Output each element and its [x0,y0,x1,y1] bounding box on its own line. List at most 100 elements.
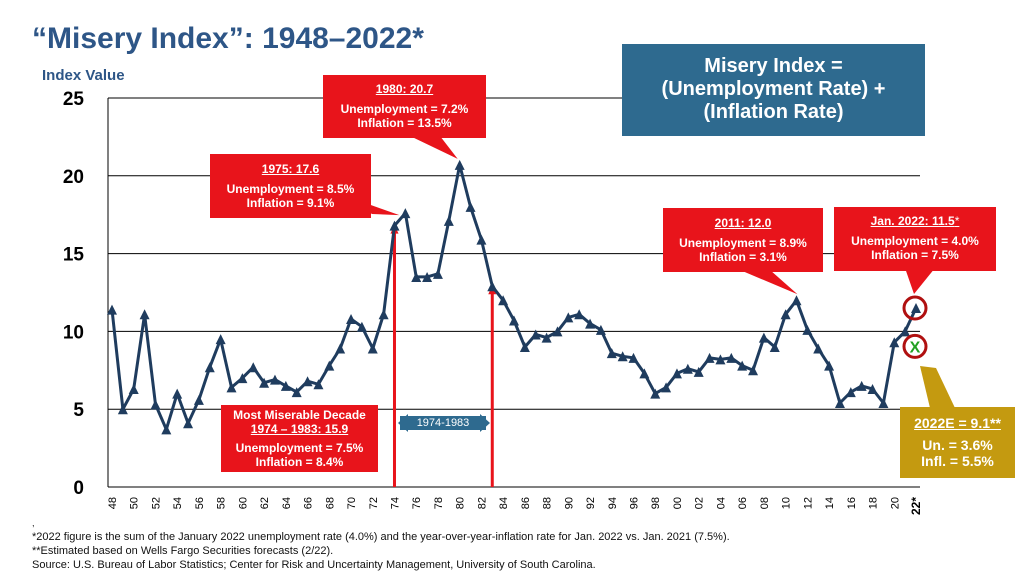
point-1952 [150,399,161,410]
point-1960 [237,373,248,384]
point-1972 [367,343,378,354]
x-tick-22star: 22* [909,497,923,515]
x-tick-02: 02 [694,497,706,509]
x-tick-62: 62 [259,497,271,509]
point-1982 [476,234,487,245]
y-tick-5: 5 [73,400,84,421]
point-1990 [563,312,574,323]
callout-decade-line2: Inflation = 8.4% [255,455,344,469]
point-1955 [183,418,194,429]
point-1966 [302,376,313,387]
point-1949 [117,404,128,415]
callout-1980-line2: Inflation = 13.5% [357,116,452,130]
point-2012 [802,324,813,335]
x-tick-92: 92 [585,497,597,509]
x-tick-96: 96 [629,497,641,509]
callout-1975: 1975: 17.6 Unemployment = 8.5% Inflation… [210,154,371,218]
point-1973 [378,309,389,320]
point-1997 [639,368,650,379]
point-2008 [758,332,769,343]
point-1978 [432,268,443,279]
x-tick-16: 16 [846,497,858,509]
point-1977 [422,271,433,282]
point-1957 [204,362,215,373]
point-1964 [280,380,291,391]
y-tick-20: 20 [63,167,84,188]
x-tick-48: 48 [107,497,119,509]
callout-2022-head: Jan. 2022: 11.5 [870,214,955,228]
x-tick-58: 58 [216,497,228,509]
point-2001 [682,363,693,374]
x-tick-52: 52 [150,497,162,509]
point-1980 [454,159,465,170]
point-2006 [737,360,748,371]
point-2019 [878,397,889,408]
x-tick-98: 98 [650,497,662,509]
y-tick-10: 10 [63,322,84,343]
formula-line1: Misery Index = [704,55,843,77]
decade-range-label: 1974-1983 [400,416,486,430]
x-tick-18: 18 [868,497,880,509]
callout-2022-asterisk: * [954,214,960,228]
callout-pointers [340,136,955,408]
callout-2022: Jan. 2022: 11.5* Unemployment = 4.0% Inf… [834,207,996,271]
point-2021 [900,326,911,337]
point-1974 [389,220,400,231]
callout-2022-line1: Unemployment = 4.0% [851,234,979,248]
x-tick-76: 76 [411,497,423,509]
x-tick-06: 06 [737,497,749,509]
point-1953 [161,424,172,435]
callout-1975-line2: Inflation = 9.1% [246,196,335,210]
x-tick-86: 86 [520,497,532,509]
point-2014 [824,360,835,371]
circle-2022-estimate [902,333,928,359]
x-tick-14: 14 [824,497,836,509]
estimate-header: 2022E = 9.1** [900,415,1015,431]
point-1983 [487,281,498,292]
callout-1980: 1980: 20.7 Unemployment = 7.2% Inflation… [323,75,486,138]
callout-1975-head: 1975: 17.6 [261,162,320,176]
point-2022 [911,303,921,314]
point-1979 [443,215,454,226]
y-tick-labels: 0 5 10 15 20 25 [63,89,85,499]
estimate-x-mark: X [910,339,921,356]
point-2017 [856,380,867,391]
vertical-markers [390,224,497,487]
x-tick-78: 78 [433,497,445,509]
point-1959 [226,382,237,393]
callout-decade-head1: Most Miserable Decade [233,408,366,422]
callout-1980-line1: Unemployment = 7.2% [340,102,469,116]
callout-2022-line2: Inflation = 7.5% [871,248,959,262]
grid-lines [107,97,920,488]
point-2018 [867,383,878,394]
point-1981 [465,201,476,212]
chart-title: “Misery Index”: 1948–2022* [32,22,424,55]
callout-1975-line1: Unemployment = 8.5% [226,182,355,196]
point-1985 [509,315,519,326]
x-tick-54: 54 [172,497,184,509]
formula-line2: (Unemployment Rate) + [661,78,886,100]
point-2011 [791,295,802,306]
point-1967 [313,379,324,390]
point-1999 [661,382,672,393]
x-tick-50: 50 [129,497,141,509]
point-1965 [291,387,302,398]
point-1975 [400,208,411,219]
point-2005 [726,352,737,363]
point-1968 [324,360,335,371]
x-tick-94: 94 [607,497,619,509]
x-tick-00: 00 [672,497,684,509]
point-2020 [889,337,900,348]
highlight-circles: X [902,295,928,359]
point-1963 [269,374,280,385]
estimate-head: 2022E = 9.1 [914,415,990,431]
formula-box: Misery Index = (Unemployment Rate) + (In… [622,44,925,136]
y-axis-label: Index Value [42,67,125,84]
point-1993 [595,324,606,335]
point-1951 [139,309,150,320]
point-1958 [215,334,226,345]
x-tick-64: 64 [281,497,293,509]
series-line [107,159,921,435]
y-tick-0: 0 [73,478,84,499]
point-1998 [650,388,661,399]
